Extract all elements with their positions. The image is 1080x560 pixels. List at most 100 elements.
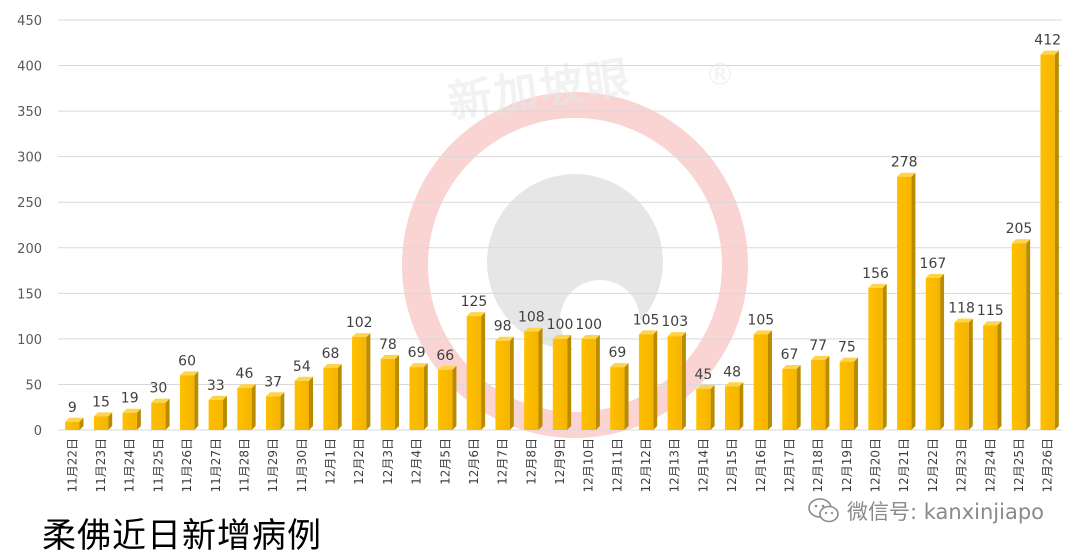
bar	[753, 330, 772, 430]
bar	[323, 364, 342, 430]
bar-side	[366, 333, 371, 430]
bar-front	[839, 361, 855, 430]
data-label: 167	[920, 256, 947, 272]
bar-front	[65, 421, 80, 430]
data-label: 75	[838, 340, 856, 356]
x-tick-label: 12月3日	[381, 438, 395, 485]
bar-top	[323, 364, 342, 369]
bar	[151, 398, 170, 430]
x-tick-label: 12月2日	[352, 438, 366, 485]
bar-side	[538, 327, 543, 430]
data-label: 78	[379, 337, 397, 353]
bar-front	[954, 322, 969, 430]
x-tick-label: 11月23日	[94, 438, 108, 493]
bar-front	[1011, 243, 1027, 430]
bar	[638, 330, 658, 430]
bar-side	[595, 334, 600, 430]
data-label: 66	[436, 348, 454, 364]
data-label: 125	[461, 294, 488, 310]
bar-top	[466, 312, 486, 317]
x-tick-label: 11月25日	[151, 438, 165, 493]
y-tick-label: 0	[34, 424, 42, 439]
bar-top	[1040, 50, 1059, 55]
bar-front	[724, 386, 740, 430]
data-label: 412	[1034, 33, 1061, 49]
x-tick-label: 12月7日	[496, 438, 510, 485]
x-tick-label: 12月24日	[983, 438, 997, 493]
data-label: 108	[518, 310, 545, 326]
x-tick-label: 12月21日	[897, 438, 911, 493]
bar	[438, 365, 457, 430]
bar-top	[925, 273, 945, 278]
watermark-registered-mark: ®	[705, 58, 737, 93]
bar	[696, 385, 715, 430]
data-label: 19	[121, 391, 139, 407]
y-tick-label: 450	[17, 14, 42, 29]
bar	[983, 321, 1002, 430]
data-label: 48	[723, 364, 741, 380]
x-tick-label: 11月30日	[295, 438, 309, 493]
bar-front	[323, 368, 338, 430]
watermark-logo: 新加坡眼 ®	[402, 52, 748, 438]
bar-front	[782, 368, 797, 430]
x-tick-label: 12月6日	[467, 438, 481, 485]
bar	[179, 371, 199, 430]
data-label: 100	[575, 317, 602, 333]
x-tick-label: 12月5日	[438, 438, 452, 485]
bar	[93, 412, 113, 430]
bar-top	[524, 327, 543, 332]
bar-front	[638, 334, 654, 430]
bar-top	[208, 395, 227, 400]
bar	[208, 395, 227, 430]
bar-side	[624, 363, 629, 430]
x-tick-label: 12月26日	[1041, 438, 1055, 493]
x-tick-label: 12月19日	[840, 438, 854, 493]
wechat-id-text: 微信号: kanxinjiapo	[846, 500, 1044, 524]
bar	[409, 363, 428, 430]
data-label: 15	[92, 394, 110, 410]
bar-top	[897, 172, 916, 177]
bar	[466, 312, 486, 430]
data-label: 67	[781, 347, 799, 363]
bar-side	[136, 408, 141, 430]
bar-side	[509, 336, 514, 430]
bar-top	[638, 330, 658, 335]
x-tick-label: 12月22日	[926, 438, 940, 493]
bar	[65, 417, 84, 430]
bars	[65, 50, 1059, 430]
x-tick-label: 12月1日	[324, 438, 338, 485]
bar-front	[237, 388, 252, 430]
x-tick-label: 12月20日	[869, 438, 883, 493]
bar-side	[481, 312, 486, 430]
x-tick-label: 12月11日	[610, 438, 624, 493]
bar-front	[466, 316, 482, 430]
data-label: 69	[408, 345, 426, 361]
bar-top	[610, 363, 629, 368]
bar-side	[710, 385, 715, 430]
bar-front	[380, 358, 396, 430]
bar-side	[452, 365, 457, 430]
bar-side	[854, 357, 859, 430]
bar-front	[409, 367, 424, 430]
data-label: 46	[236, 366, 254, 382]
bar	[524, 327, 543, 430]
bar-side	[251, 384, 256, 430]
x-tick-label: 12月10日	[582, 438, 596, 493]
y-tick-label: 250	[17, 196, 42, 211]
bar-front	[294, 380, 309, 430]
bar	[925, 273, 945, 430]
bar	[954, 318, 973, 430]
bar-front	[897, 176, 912, 430]
x-tick-label: 12月4日	[410, 438, 424, 485]
bar	[294, 376, 313, 430]
data-label: 105	[747, 312, 774, 328]
bar-front	[151, 402, 166, 430]
bar-side	[825, 355, 830, 430]
bar-top	[667, 332, 686, 337]
bar-top	[724, 382, 744, 387]
data-label: 77	[809, 338, 827, 354]
x-tick-label: 12月13日	[668, 438, 682, 493]
y-tick-label: 300	[17, 151, 42, 166]
